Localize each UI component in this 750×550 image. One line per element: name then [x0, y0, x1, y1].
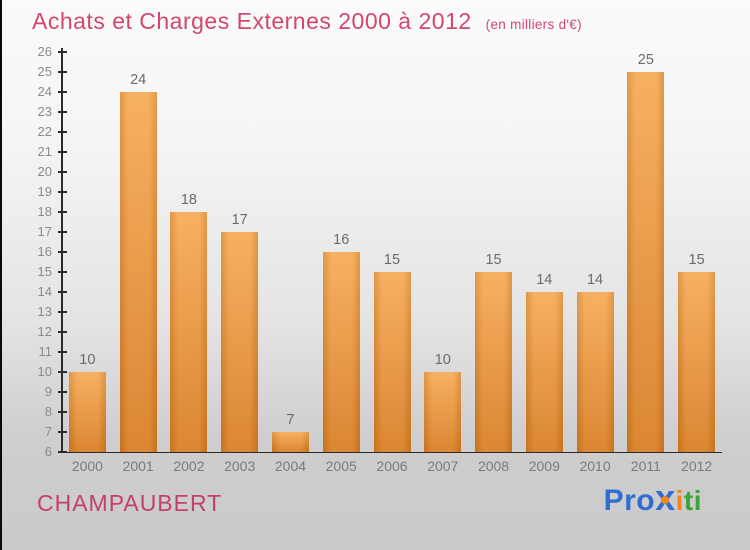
bar-2003	[221, 232, 259, 452]
bar-2006	[373, 272, 411, 452]
x-tick-label: 2002	[173, 458, 205, 474]
y-tick-mark	[58, 251, 67, 253]
logo-x-dot-icon	[661, 496, 670, 505]
y-tick-mark	[58, 231, 67, 233]
bar-2005	[322, 252, 360, 452]
y-tick-label: 15	[37, 264, 52, 279]
bar-value-label: 15	[688, 252, 705, 268]
logo-x: x	[655, 480, 676, 516]
bar-value-label: 15	[383, 252, 401, 268]
y-tick-label: 11	[38, 344, 53, 359]
y-tick-label: 26	[37, 44, 52, 59]
x-tick-label: 2011	[630, 458, 661, 474]
bar-2001	[119, 92, 157, 452]
x-tick-label: 2004	[274, 458, 307, 474]
bar-value-label: 15	[485, 252, 502, 268]
y-tick-mark	[58, 311, 67, 313]
y-tick-mark	[58, 51, 67, 53]
bar-value-label: 18	[180, 192, 197, 208]
y-tick-label: 8	[44, 404, 52, 419]
y-tick-label: 20	[37, 164, 52, 179]
plot-area: 6 7 8 9 10 11 12 13 14 15 16 17 18 19 20 21 22 23 24 25 26 10…	[38, 44, 722, 474]
y-axis-line	[61, 48, 63, 452]
chart-title: Achats et Charges Externes 2000 à 2012	[32, 8, 472, 34]
y-tick-label: 6	[44, 444, 52, 459]
bar-value-label: 14	[536, 272, 553, 288]
bar-value-label: 17	[231, 212, 248, 228]
x-axis-line	[61, 451, 722, 453]
y-tick-mark	[58, 431, 67, 433]
y-tick-label: 9	[44, 384, 52, 399]
y-tick-mark	[58, 91, 67, 93]
bar-value-label: 14	[586, 272, 604, 288]
bar-value-label: 10	[79, 352, 96, 368]
logo-letter-i1: i	[675, 485, 684, 516]
y-tick-mark	[58, 371, 67, 373]
y-tick-label: 25	[37, 64, 52, 79]
y-tick-label: 23	[37, 104, 52, 119]
y-tick-mark	[58, 151, 67, 153]
y-tick-mark	[58, 451, 67, 453]
logo-letter-i2: i	[693, 485, 702, 516]
chart-subtitle: (en milliers d'€)	[485, 17, 582, 32]
y-tick-label: 19	[37, 184, 52, 199]
y-tick-mark	[58, 411, 67, 413]
y-tick-label: 14	[37, 284, 52, 299]
bar-2002	[170, 212, 208, 452]
x-tick-label: 2010	[579, 458, 611, 474]
x-tick-label: 2008	[477, 458, 510, 474]
x-tick-label: 2005	[325, 458, 357, 474]
y-tick-mark	[58, 391, 67, 393]
y-tick-mark	[58, 71, 67, 73]
bar-2011	[627, 72, 665, 452]
bar-value-label: 7	[286, 412, 295, 428]
y-tick-label: 12	[37, 324, 52, 339]
y-tick-label: 13	[37, 304, 52, 319]
bar-2010	[576, 292, 614, 452]
y-tick-mark	[58, 331, 67, 333]
y-tick-label: 17	[37, 224, 52, 239]
y-tick-label: 7	[44, 424, 52, 439]
y-tick-mark	[58, 171, 67, 173]
y-tick-mark	[58, 291, 67, 293]
x-tick-label: 2007	[427, 458, 459, 474]
y-tick-mark	[58, 271, 67, 273]
bar-2007	[424, 372, 462, 452]
y-tick-mark	[58, 191, 67, 193]
x-tick-label: 2012	[681, 458, 713, 474]
x-tick-label: 2006	[376, 458, 408, 474]
y-tick-mark	[58, 211, 67, 213]
bar-value-label: 16	[333, 232, 350, 248]
bar-2008	[475, 272, 513, 452]
bar-value-label: 24	[130, 72, 147, 88]
y-tick-label: 18	[37, 204, 52, 219]
bar-value-label: 25	[637, 52, 654, 68]
y-tick-label: 16	[37, 244, 52, 259]
x-tick-label: 2009	[528, 458, 560, 474]
proxiti-logo: Proxiti	[603, 480, 702, 518]
bar-2012	[678, 272, 716, 452]
bar-2000	[68, 372, 106, 452]
bar-2004	[271, 432, 309, 452]
y-tick-label: 22	[37, 124, 52, 139]
chart-header: Achats et Charges Externes 2000 à 2012 (…	[32, 8, 582, 35]
bar-value-label: 10	[434, 352, 451, 368]
bar-2009	[525, 292, 563, 452]
x-tick-label: 2003	[224, 458, 256, 474]
y-tick-label: 21	[37, 144, 52, 159]
x-tick-label: 2000	[71, 458, 103, 474]
y-tick-mark	[58, 131, 67, 133]
x-tick-label: 2001	[122, 458, 154, 474]
y-tick-label: 10	[37, 364, 52, 379]
logo-letter-t: t	[683, 485, 694, 516]
y-tick-label: 24	[37, 84, 52, 99]
company-name: CHAMPAUBERT	[37, 490, 223, 516]
logo-text-pro: Pro	[603, 484, 656, 517]
y-tick-mark	[58, 111, 67, 113]
y-tick-mark	[58, 351, 67, 353]
